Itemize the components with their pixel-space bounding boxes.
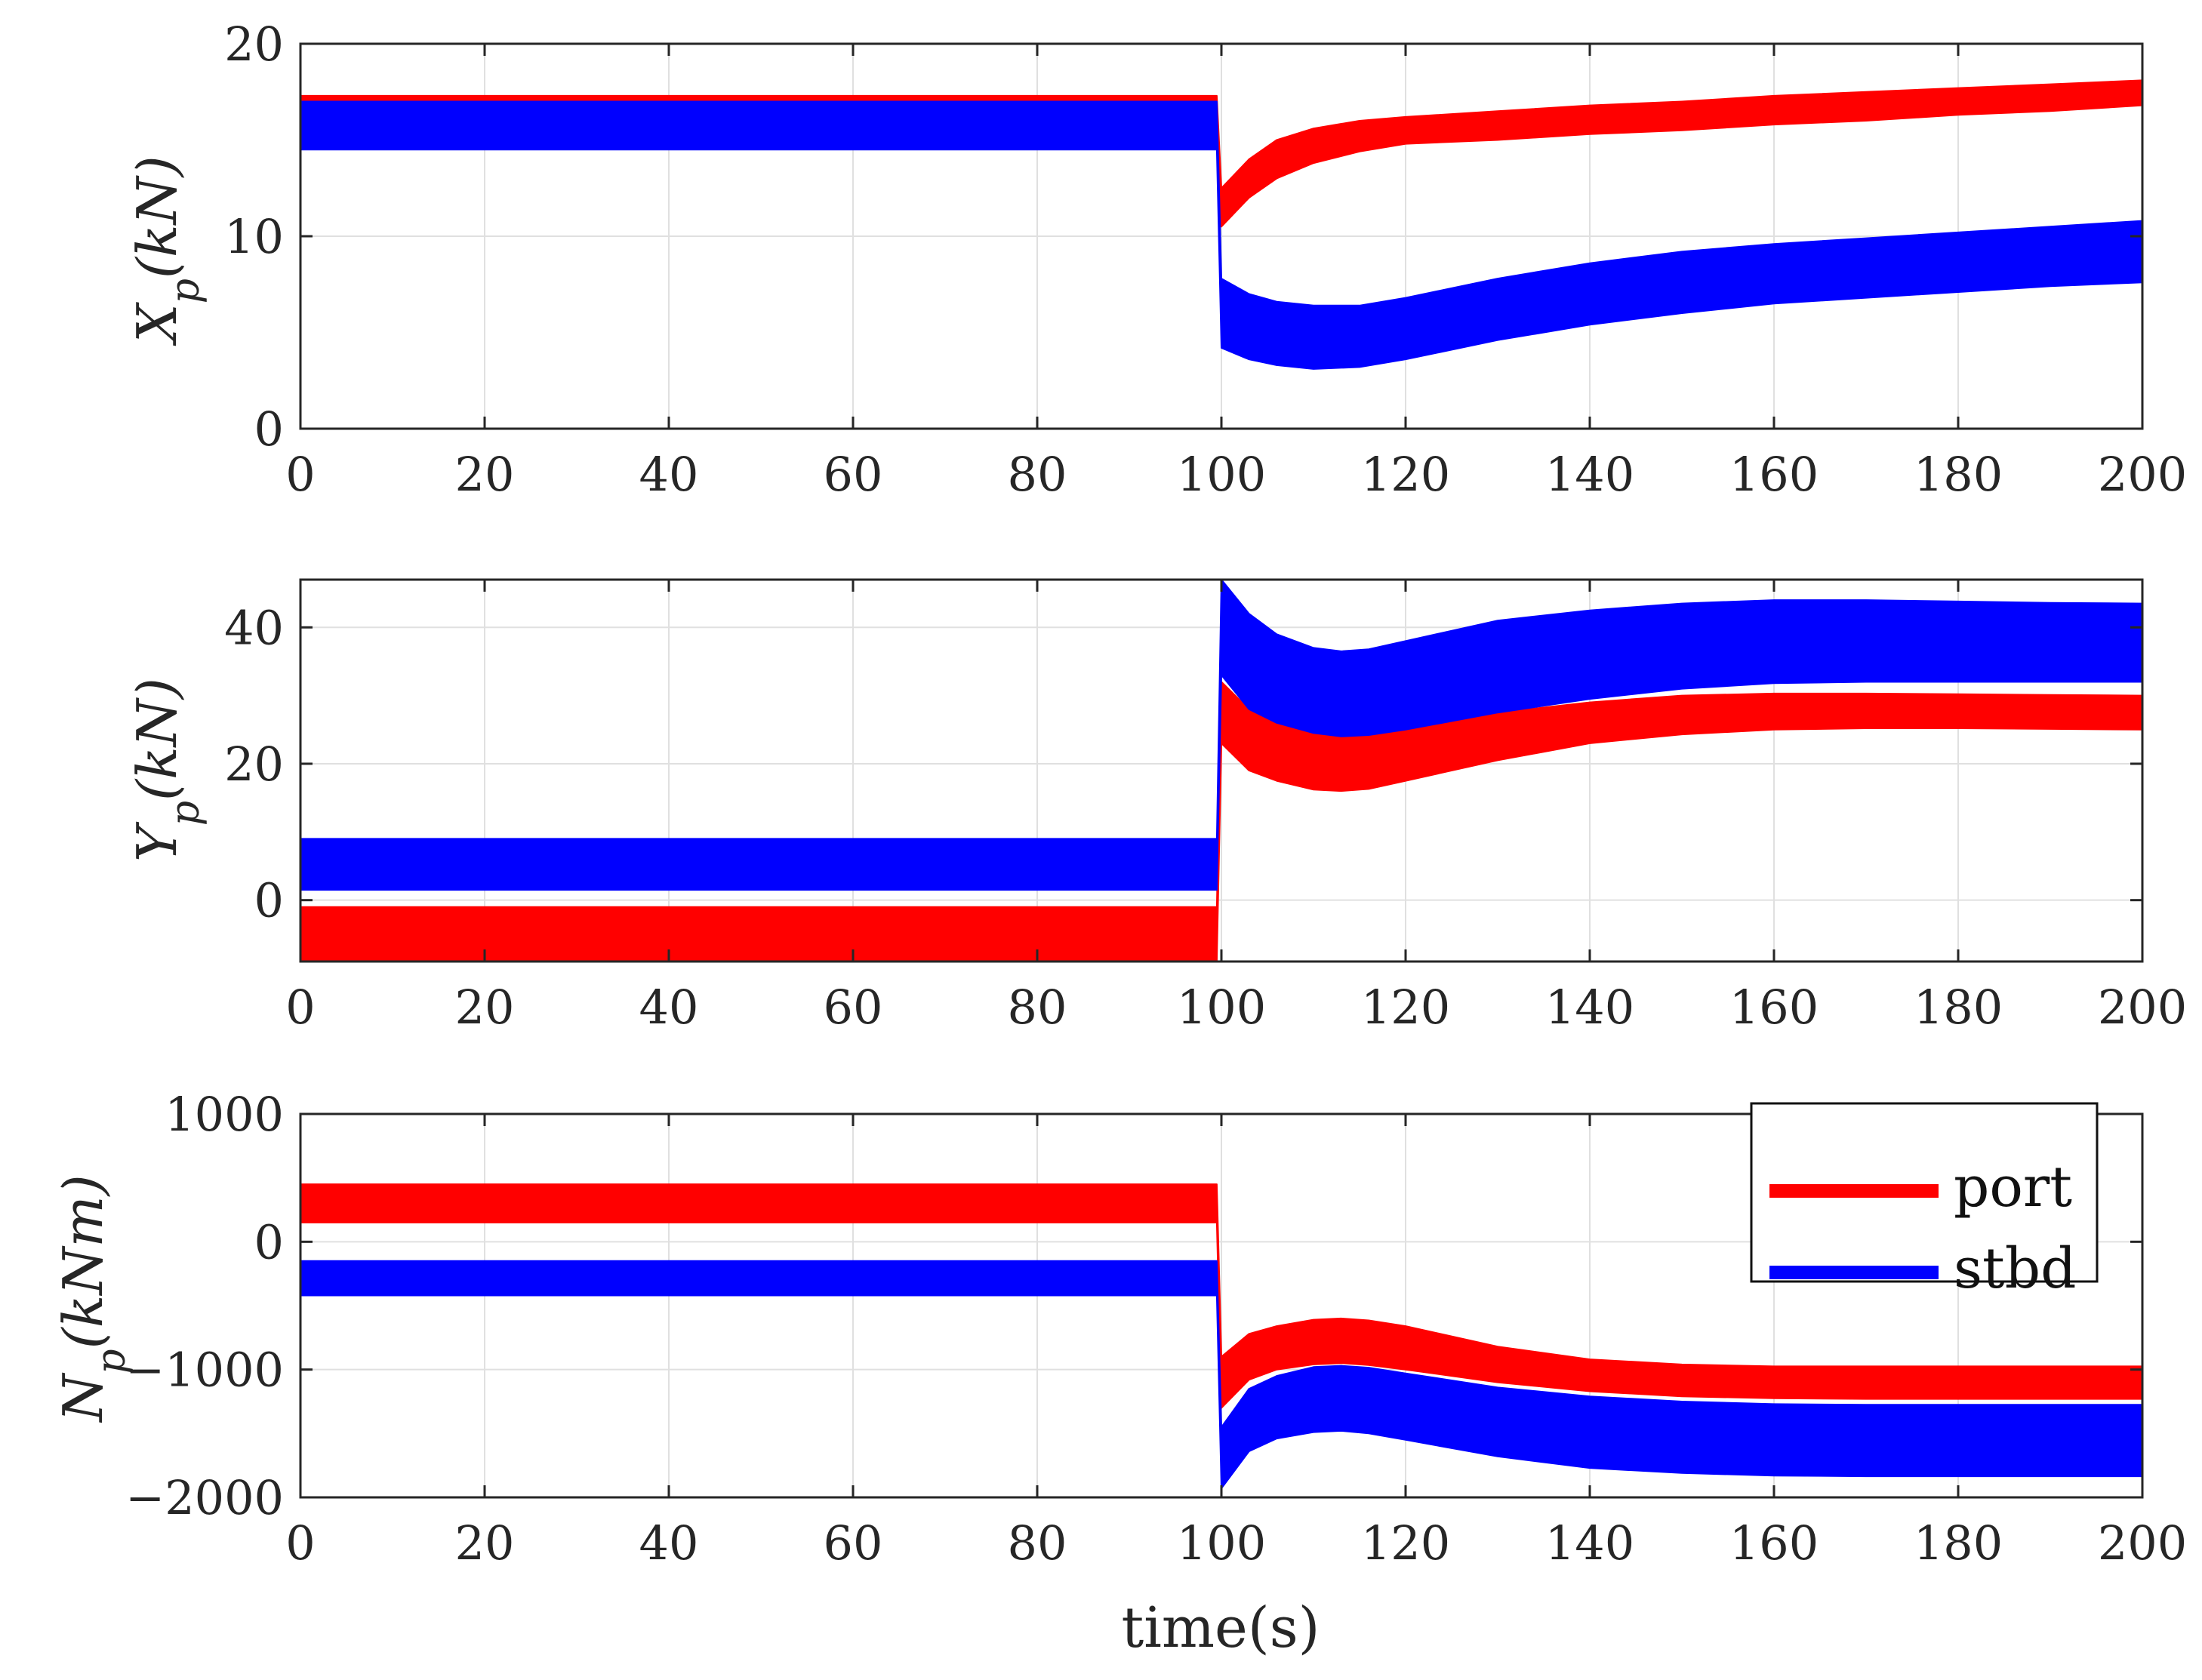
panel-yp-x-ticks: 0 20 40 60 80 100 120 140 160 180 200 [285, 580, 2187, 1035]
x-tick-label: 20 [455, 1515, 515, 1571]
panel-np-y-ticks: −2000 −1000 0 1000 [125, 1087, 2142, 1525]
x-tick-label: 100 [1177, 1515, 1266, 1571]
x-tick-label: 60 [824, 447, 883, 502]
x-tick-label: 180 [1914, 447, 2003, 502]
x-tick-label: 160 [1729, 1515, 1819, 1571]
x-tick-label: 160 [1729, 447, 1819, 502]
panel-np-ylabel: Np(kNm) [51, 1174, 134, 1423]
y-tick-label: 0 [254, 1214, 284, 1269]
x-tick-label: 40 [639, 447, 699, 502]
x-tick-label: 60 [824, 1515, 883, 1571]
y-tick-label: 10 [224, 209, 284, 264]
panel-xp-x-ticks: 0 20 40 60 80 100 120 140 160 180 200 [285, 44, 2187, 502]
panel-yp: 0 20 40 60 80 100 120 140 160 180 200 0 20 40 Yp(kN) [125, 578, 2187, 1035]
panel-xp-ylabel: Xp(kN) [125, 155, 208, 346]
x-tick-label: 180 [1914, 980, 2003, 1035]
panel-xp: 0 20 40 60 80 100 120 140 160 180 200 0 10 20 Xp(kN) [125, 17, 2187, 502]
x-tick-label: 180 [1914, 1515, 2003, 1571]
x-tick-label: 80 [1008, 447, 1067, 502]
x-tick-label: 200 [2098, 447, 2187, 502]
x-tick-label: 140 [1545, 980, 1634, 1035]
x-tick-label: 200 [2098, 980, 2187, 1035]
legend-label-stbd: stbd [1954, 1236, 2076, 1301]
legend: port stbd [1750, 1102, 2099, 1301]
y-tick-label: 20 [224, 17, 284, 72]
x-tick-label: 160 [1729, 980, 1819, 1035]
x-tick-label: 120 [1361, 980, 1450, 1035]
panel-np-x-ticks: 0 20 40 60 80 100 120 140 160 180 200 [285, 1114, 2187, 1571]
panel-xp-y-ticks: 0 10 20 [224, 17, 2142, 457]
x-axis-title: time(s) [1121, 1595, 1320, 1660]
y-tick-label: −2000 [125, 1470, 284, 1525]
x-tick-label: 140 [1545, 1515, 1634, 1571]
x-tick-label: 0 [285, 1515, 315, 1571]
x-tick-label: 80 [1008, 980, 1067, 1035]
x-tick-label: 140 [1545, 447, 1634, 502]
y-tick-label: 0 [254, 402, 284, 457]
x-tick-label: 100 [1177, 980, 1266, 1035]
x-tick-label: 120 [1361, 447, 1450, 502]
panel-yp-y-ticks: 0 20 40 [224, 600, 2142, 928]
x-tick-label: 20 [455, 447, 515, 502]
x-tick-label: 20 [455, 980, 515, 1035]
legend-label-port: port [1954, 1155, 2072, 1220]
y-tick-label: 1000 [165, 1087, 284, 1142]
y-tick-label: 40 [224, 600, 284, 655]
panel-np: 0 20 40 60 80 100 120 140 160 180 200 −2000 −1000 0 1… [51, 1087, 2187, 1660]
x-tick-label: 80 [1008, 1515, 1067, 1571]
panel-yp-ylabel: Yp(kN) [125, 678, 208, 862]
x-tick-label: 40 [639, 1515, 699, 1571]
y-tick-label: −1000 [125, 1343, 284, 1398]
x-tick-label: 0 [285, 980, 315, 1035]
x-tick-label: 200 [2098, 1515, 2187, 1571]
x-tick-label: 100 [1177, 447, 1266, 502]
x-tick-label: 60 [824, 980, 883, 1035]
x-tick-label: 120 [1361, 1515, 1450, 1571]
x-tick-label: 40 [639, 980, 699, 1035]
y-tick-label: 20 [224, 737, 284, 792]
y-tick-label: 0 [254, 873, 284, 928]
x-tick-label: 0 [285, 447, 315, 502]
